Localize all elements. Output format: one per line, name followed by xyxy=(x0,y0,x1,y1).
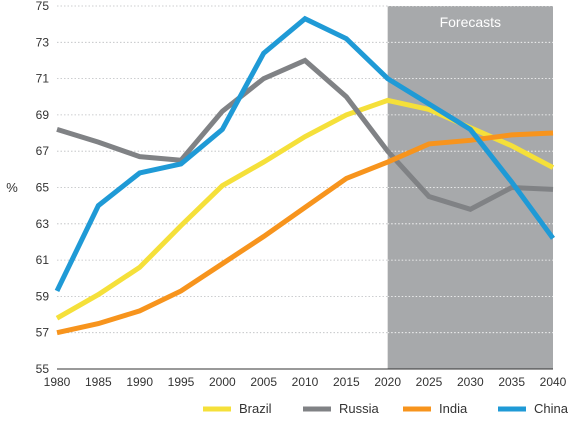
legend-label-china: China xyxy=(534,401,569,416)
series-line-china xyxy=(54,15,556,293)
y-tick-label: 57 xyxy=(36,326,50,340)
series-lines xyxy=(54,15,556,336)
y-tick-label: 71 xyxy=(36,72,50,86)
x-tick-label: 2035 xyxy=(498,375,525,389)
x-tick-label: 2025 xyxy=(416,375,443,389)
x-tick-label: 2020 xyxy=(374,375,401,389)
legend-label-russia: Russia xyxy=(339,401,380,416)
y-tick-label: 75 xyxy=(36,0,50,13)
y-tick-label: 65 xyxy=(36,181,50,195)
y-tick-label: 73 xyxy=(36,35,50,49)
x-tick-label: 2030 xyxy=(457,375,484,389)
legend-label-india: India xyxy=(439,401,468,416)
x-tick-label: 2005 xyxy=(250,375,277,389)
y-tick-label: 67 xyxy=(36,144,50,158)
y-tick-labels: 55 57 59 61 63 65 67 69 71 73 75 xyxy=(36,0,50,376)
y-tick-label: 59 xyxy=(36,289,50,303)
series-line-russia xyxy=(56,57,554,212)
x-tick-label: 2010 xyxy=(292,375,319,389)
y-tick-label: 63 xyxy=(36,217,50,231)
legend-label-brazil: Brazil xyxy=(239,401,272,416)
x-tick-label: 1980 xyxy=(44,375,71,389)
x-tick-label: 2000 xyxy=(209,375,236,389)
forecast-label: Forecasts xyxy=(440,14,501,30)
x-tick-labels: 1980 1985 1990 1995 2000 2005 2010 2015 2020 2025… xyxy=(44,375,567,389)
legend: Brazil Russia India China xyxy=(203,401,569,416)
x-tick-label: 1995 xyxy=(168,375,195,389)
y-tick-label: 61 xyxy=(36,253,50,267)
x-tick-label: 2040 xyxy=(540,375,567,389)
y-axis-label: % xyxy=(6,180,18,195)
series-line-india xyxy=(56,130,554,336)
x-tick-label: 1990 xyxy=(126,375,153,389)
x-tick-label: 1985 xyxy=(85,375,112,389)
y-tick-label: 69 xyxy=(36,108,50,122)
y-tick-label: 55 xyxy=(36,362,50,376)
x-tick-label: 2015 xyxy=(333,375,360,389)
